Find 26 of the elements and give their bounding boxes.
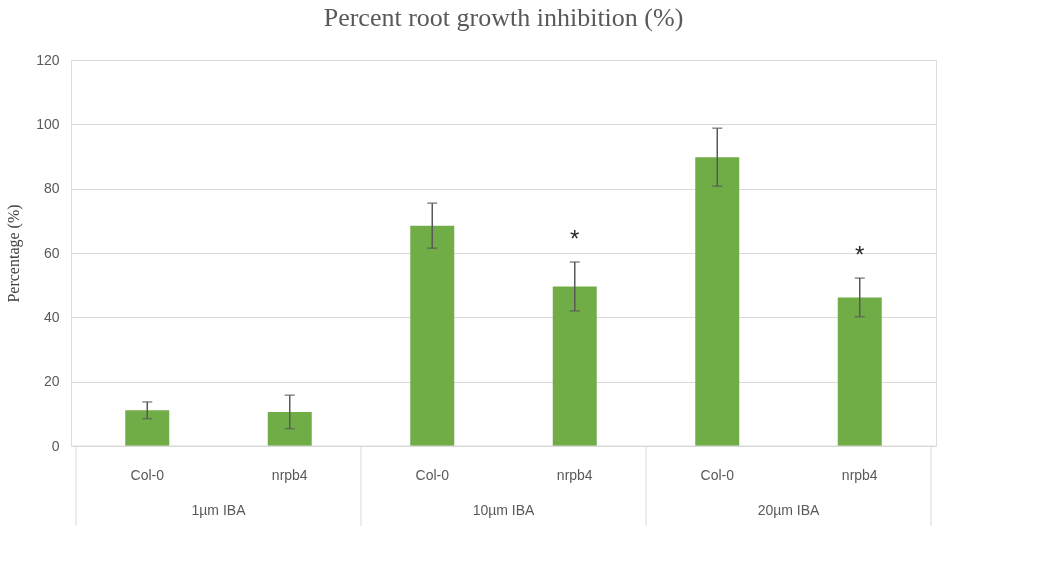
bar xyxy=(267,411,312,446)
y-tick-label: 100 xyxy=(36,115,60,132)
bar xyxy=(125,410,170,446)
y-tick-label: 120 xyxy=(36,51,60,68)
y-tick-label: 20 xyxy=(43,373,60,390)
x-tick-label: Col-0 xyxy=(700,467,735,483)
text: 10µm IBA xyxy=(472,502,536,518)
x-tick-label: nrpb4 xyxy=(271,467,308,483)
x-tick-label: nrpb4 xyxy=(841,467,878,483)
data-label: * xyxy=(855,241,865,269)
text: 1µm IBA xyxy=(191,502,247,518)
data-label: * xyxy=(570,225,580,253)
y-tick-label: 0 xyxy=(51,437,60,454)
x-tick-label: Col-0 xyxy=(415,467,450,483)
x-tick-label: nrpb4 xyxy=(556,467,593,483)
chart-title: Percent root growth inhibition (%) xyxy=(323,3,684,32)
bar xyxy=(410,225,455,446)
y-tick-label: 40 xyxy=(43,308,60,325)
bar xyxy=(837,297,882,446)
y-axis-title: Percentage (%) xyxy=(5,204,24,303)
bar xyxy=(552,286,597,446)
text: 20µm IBA xyxy=(757,502,821,518)
bar xyxy=(695,157,740,446)
y-tick-label: 80 xyxy=(43,180,60,197)
y-tick-label: 60 xyxy=(43,244,60,261)
x-tick-label: Col-0 xyxy=(130,467,165,483)
